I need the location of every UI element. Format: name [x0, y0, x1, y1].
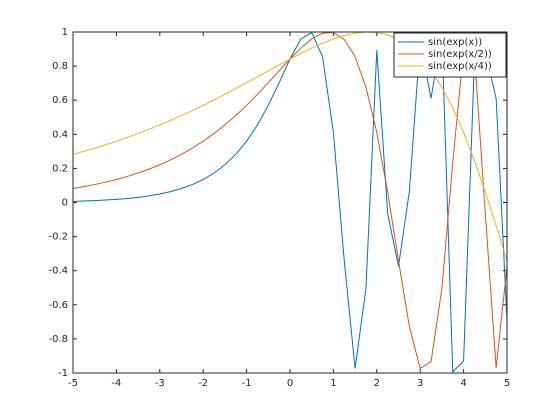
- y-tick-label: 0.2: [52, 163, 68, 174]
- legend-label: sin(exp(x/4)): [428, 61, 492, 72]
- series-line: [73, 32, 507, 370]
- axes-box: [72, 31, 508, 374]
- legend-label: sin(exp(x)): [428, 37, 482, 48]
- y-tick-label: 1: [62, 27, 68, 38]
- y-tick-label: -0.2: [48, 232, 68, 243]
- x-tick-label: 4: [460, 378, 466, 389]
- y-tick-label: -0.8: [48, 334, 68, 345]
- y-tick-label: 0.8: [52, 61, 68, 72]
- y-tick-label: -1: [58, 368, 68, 379]
- x-tick-label: 1: [330, 378, 336, 389]
- series-line: [73, 32, 507, 373]
- plot-area: [73, 32, 507, 373]
- x-tick-label: 2: [374, 378, 380, 389]
- y-tick-label: 0.6: [52, 95, 68, 106]
- y-tick-label: -0.4: [48, 266, 68, 277]
- x-tick-label: -5: [68, 378, 78, 389]
- x-tick-label: 0: [287, 378, 293, 389]
- x-tick-label: -1: [242, 378, 252, 389]
- y-tick-label: 0.4: [52, 129, 68, 140]
- y-tick-label: -0.6: [48, 300, 68, 311]
- legend-label: sin(exp(x/2)): [428, 49, 492, 60]
- x-tick-label: -3: [155, 378, 165, 389]
- y-tick-label: 0: [62, 198, 68, 209]
- x-tick-label: 3: [417, 378, 423, 389]
- x-tick-label: 5: [504, 378, 510, 389]
- legend-box: [393, 32, 507, 78]
- x-tick-label: -2: [198, 378, 208, 389]
- x-tick-label: -4: [111, 378, 121, 389]
